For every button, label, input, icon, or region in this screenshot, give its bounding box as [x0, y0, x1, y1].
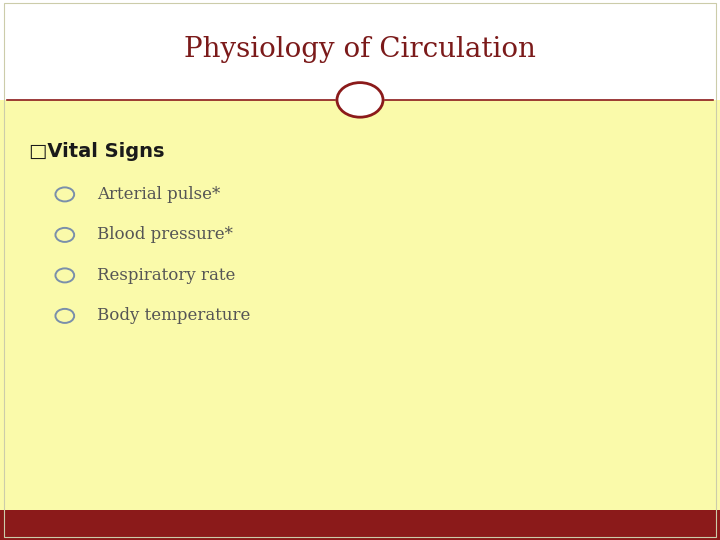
FancyBboxPatch shape — [0, 100, 720, 510]
Circle shape — [337, 83, 383, 117]
Text: □Vital Signs: □Vital Signs — [29, 141, 164, 161]
Text: Physiology of Circulation: Physiology of Circulation — [184, 36, 536, 63]
Text: Body temperature: Body temperature — [97, 307, 251, 325]
Text: Respiratory rate: Respiratory rate — [97, 267, 235, 284]
FancyBboxPatch shape — [0, 510, 720, 540]
Text: Arterial pulse*: Arterial pulse* — [97, 186, 220, 203]
Text: Blood pressure*: Blood pressure* — [97, 226, 233, 244]
FancyBboxPatch shape — [0, 0, 720, 100]
